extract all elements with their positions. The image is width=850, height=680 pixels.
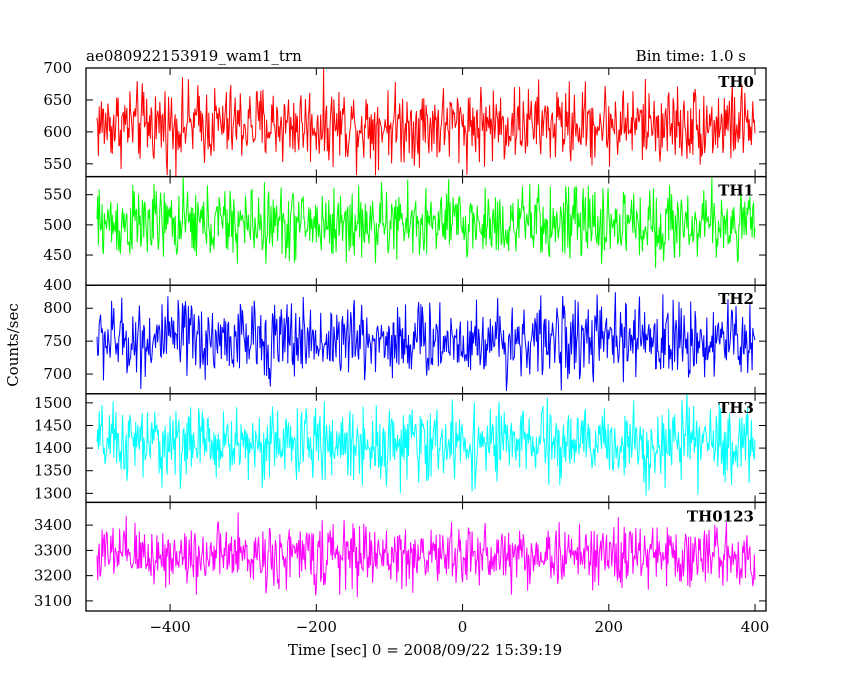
panel-th2: 700 750 800 TH2	[43, 284, 767, 395]
y-tick-label: 3200	[34, 567, 72, 585]
y-tick-label: 650	[43, 91, 72, 109]
series-line-th3	[96, 393, 756, 496]
series-label: TH2	[718, 290, 754, 308]
series-line-th0	[96, 68, 756, 177]
panel-th1: 400 450 500 550 TH1	[43, 175, 767, 294]
x-axis-label: Time [sec] 0 = 2008/09/22 15:39:19	[288, 641, 562, 659]
x-tick-label: 200	[594, 618, 623, 636]
x-tick-label: 0	[458, 618, 468, 636]
series-line-th0123	[96, 512, 756, 598]
y-tick-label: 3300	[34, 541, 72, 559]
x-tick-label: −200	[296, 618, 337, 636]
y-tick-label: 550	[43, 155, 72, 173]
y-tick-label: 1500	[34, 394, 72, 412]
y-tick-label: 700	[43, 59, 72, 77]
x-tick-label: 400	[741, 618, 770, 636]
series-label: TH0123	[687, 507, 754, 525]
series-label: TH0	[718, 73, 754, 91]
panel-th3: 1300 1350 1400 1450 1500 TH3	[34, 393, 767, 504]
y-tick-label: 500	[43, 216, 72, 234]
x-axis-ticks: −400 −200 0 200 400	[149, 618, 769, 636]
y-tick-label: 3400	[34, 516, 72, 534]
y-tick-label: 700	[43, 365, 72, 383]
y-axis-label: Counts/sec	[4, 303, 22, 387]
y-tick-label: 400	[43, 276, 72, 294]
x-tick-label: −400	[149, 618, 190, 636]
y-tick-label: 550	[43, 186, 72, 204]
y-tick-label: 3100	[34, 592, 72, 610]
y-tick-label: 600	[43, 123, 72, 141]
panel-th0: 550 600 650 700 TH0	[43, 59, 767, 178]
y-tick-label: 750	[43, 332, 72, 350]
bin-time-label: Bin time: 1.0 s	[636, 47, 746, 65]
panel-group: 550 600 650 700 TH0 400 450 500 550 TH1 700 750 800 T…	[34, 59, 767, 612]
y-tick-label: 1450	[34, 416, 72, 434]
series-line-th1	[96, 176, 756, 269]
series-line-th2	[96, 292, 756, 391]
series-label: TH1	[718, 182, 754, 200]
y-tick-label: 1350	[34, 462, 72, 480]
y-tick-label: 1300	[34, 484, 72, 502]
y-tick-label: 450	[43, 246, 72, 264]
panel-th0123: 3100 3200 3300 3400 TH0123	[34, 501, 767, 612]
panel-frame	[85, 501, 767, 612]
y-tick-label: 1400	[34, 439, 72, 457]
series-label: TH3	[718, 399, 754, 417]
plot-title: ae080922153919_wam1_trn	[86, 47, 302, 65]
y-tick-label: 800	[43, 299, 72, 317]
